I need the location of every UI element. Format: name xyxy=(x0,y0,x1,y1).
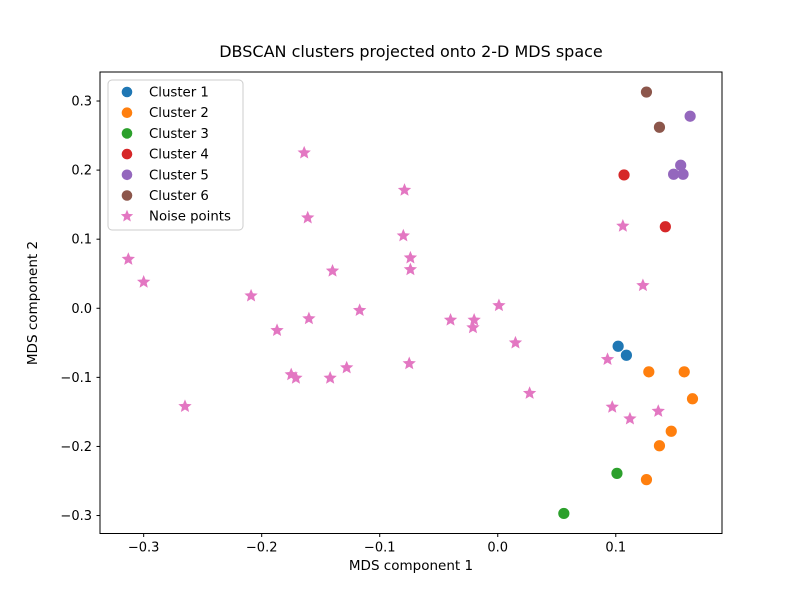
noise-point-marker xyxy=(651,404,665,417)
noise-point-marker xyxy=(137,275,151,288)
y-axis-ticks: −0.3 −0.2 −0.1 0.0 0.1 0.2 0.3 xyxy=(60,95,100,524)
noise-point-marker xyxy=(323,371,337,384)
series-noise-points xyxy=(121,145,665,425)
cluster-point-marker xyxy=(668,168,680,180)
noise-point-marker xyxy=(270,323,284,337)
noise-point-marker xyxy=(508,335,523,349)
legend-item-cluster-2: Cluster 2 xyxy=(121,106,209,121)
legend-item-label: Noise points xyxy=(149,210,231,225)
legend: Cluster 1 Cluster 2 Cluster 3 Cluster 4 Clus… xyxy=(107,79,244,231)
noise-point-marker xyxy=(492,298,506,312)
cluster-point-marker xyxy=(684,110,696,122)
y-tick-label: −0.1 xyxy=(60,371,92,386)
axes-frame xyxy=(99,71,723,534)
legend-item-label: Cluster 2 xyxy=(149,106,209,121)
cluster-point-marker xyxy=(653,440,666,452)
cluster-point-marker xyxy=(686,393,699,405)
legend-circle-marker-icon xyxy=(121,128,133,139)
noise-point-marker xyxy=(605,400,619,413)
cluster-point-marker xyxy=(620,349,633,361)
legend-item-cluster-3: Cluster 3 xyxy=(121,127,209,142)
y-tick-label: −0.2 xyxy=(60,440,92,455)
x-tick-label: −0.1 xyxy=(364,541,396,556)
cluster-point-marker xyxy=(665,425,677,437)
cluster-point-marker xyxy=(612,340,624,352)
legend-item-cluster-4: Cluster 4 xyxy=(121,148,209,163)
legend-item-cluster-6: Cluster 6 xyxy=(121,189,209,204)
cluster-point-marker xyxy=(558,507,570,520)
series-cluster-6 xyxy=(640,86,666,133)
cluster-point-marker xyxy=(611,467,623,479)
noise-point-marker xyxy=(325,263,340,277)
legend-circle-marker-icon xyxy=(121,107,133,118)
cluster-point-marker xyxy=(653,121,666,133)
legend-item-noise-points: Noise points xyxy=(120,209,231,225)
noise-point-marker xyxy=(244,288,258,302)
noise-point-marker xyxy=(522,386,537,399)
cluster-point-marker xyxy=(618,169,630,181)
noise-point-marker xyxy=(301,210,315,224)
legend-item-label: Cluster 1 xyxy=(149,86,209,101)
noise-point-marker xyxy=(121,252,135,265)
y-tick-label: 0.1 xyxy=(71,233,92,248)
noise-point-marker xyxy=(403,262,418,276)
noise-point-marker xyxy=(297,145,311,159)
legend-item-cluster-5: Cluster 5 xyxy=(121,168,209,183)
y-tick-label: −0.3 xyxy=(60,509,92,524)
legend-item-label: Cluster 4 xyxy=(149,148,209,163)
legend-item-label: Cluster 5 xyxy=(149,168,209,183)
noise-point-marker xyxy=(403,250,418,264)
series-cluster-3 xyxy=(558,467,623,520)
cluster-point-marker xyxy=(678,366,690,378)
noise-point-marker xyxy=(289,371,303,384)
series-cluster-2 xyxy=(640,366,699,486)
x-axis-label: MDS component 1 xyxy=(348,558,474,574)
cluster-point-marker xyxy=(640,474,653,486)
x-axis-ticks: −0.3 −0.2 −0.1 0.0 0.1 xyxy=(128,533,626,556)
noise-point-marker xyxy=(397,183,412,196)
cluster-point-marker xyxy=(640,86,653,98)
series-cluster-4 xyxy=(618,169,671,233)
series-cluster-1 xyxy=(612,340,633,361)
noise-point-marker xyxy=(636,278,650,292)
x-tick-label: −0.3 xyxy=(128,541,160,556)
noise-point-marker xyxy=(623,411,637,425)
series-cluster-5 xyxy=(668,110,696,180)
legend-box xyxy=(107,79,244,231)
noise-point-marker xyxy=(402,356,416,370)
x-tick-label: 0.1 xyxy=(605,541,626,556)
legend-circle-marker-icon xyxy=(121,148,133,160)
y-tick-label: 0.2 xyxy=(71,164,92,179)
cluster-point-marker xyxy=(643,366,655,378)
y-tick-label: 0.3 xyxy=(71,95,92,110)
legend-circle-marker-icon xyxy=(121,169,133,181)
y-tick-label: 0.0 xyxy=(71,302,92,317)
noise-point-marker xyxy=(396,228,410,242)
noise-point-marker xyxy=(443,313,458,326)
legend-star-marker-icon xyxy=(120,209,134,222)
legend-item-cluster-1: Cluster 1 xyxy=(121,86,209,101)
chart-title: DBSCAN clusters projected onto 2-D MDS s… xyxy=(219,42,603,61)
legend-item-label: Cluster 3 xyxy=(149,127,209,142)
noise-point-marker xyxy=(178,399,192,413)
noise-point-marker xyxy=(616,219,630,232)
cluster-point-marker xyxy=(659,221,671,233)
noise-point-marker xyxy=(353,303,367,317)
legend-circle-marker-icon xyxy=(121,86,133,98)
noise-point-marker xyxy=(467,313,481,326)
noise-point-marker xyxy=(466,320,480,334)
noise-point-marker xyxy=(340,360,354,374)
cluster-point-marker xyxy=(677,168,689,180)
legend-item-label: Cluster 6 xyxy=(149,189,209,204)
legend-circle-marker-icon xyxy=(121,190,133,201)
cluster-point-marker xyxy=(675,159,687,171)
noise-point-marker xyxy=(600,352,615,366)
x-tick-label: −0.2 xyxy=(246,541,278,556)
noise-point-marker xyxy=(302,311,316,325)
x-tick-label: 0.0 xyxy=(487,541,508,556)
